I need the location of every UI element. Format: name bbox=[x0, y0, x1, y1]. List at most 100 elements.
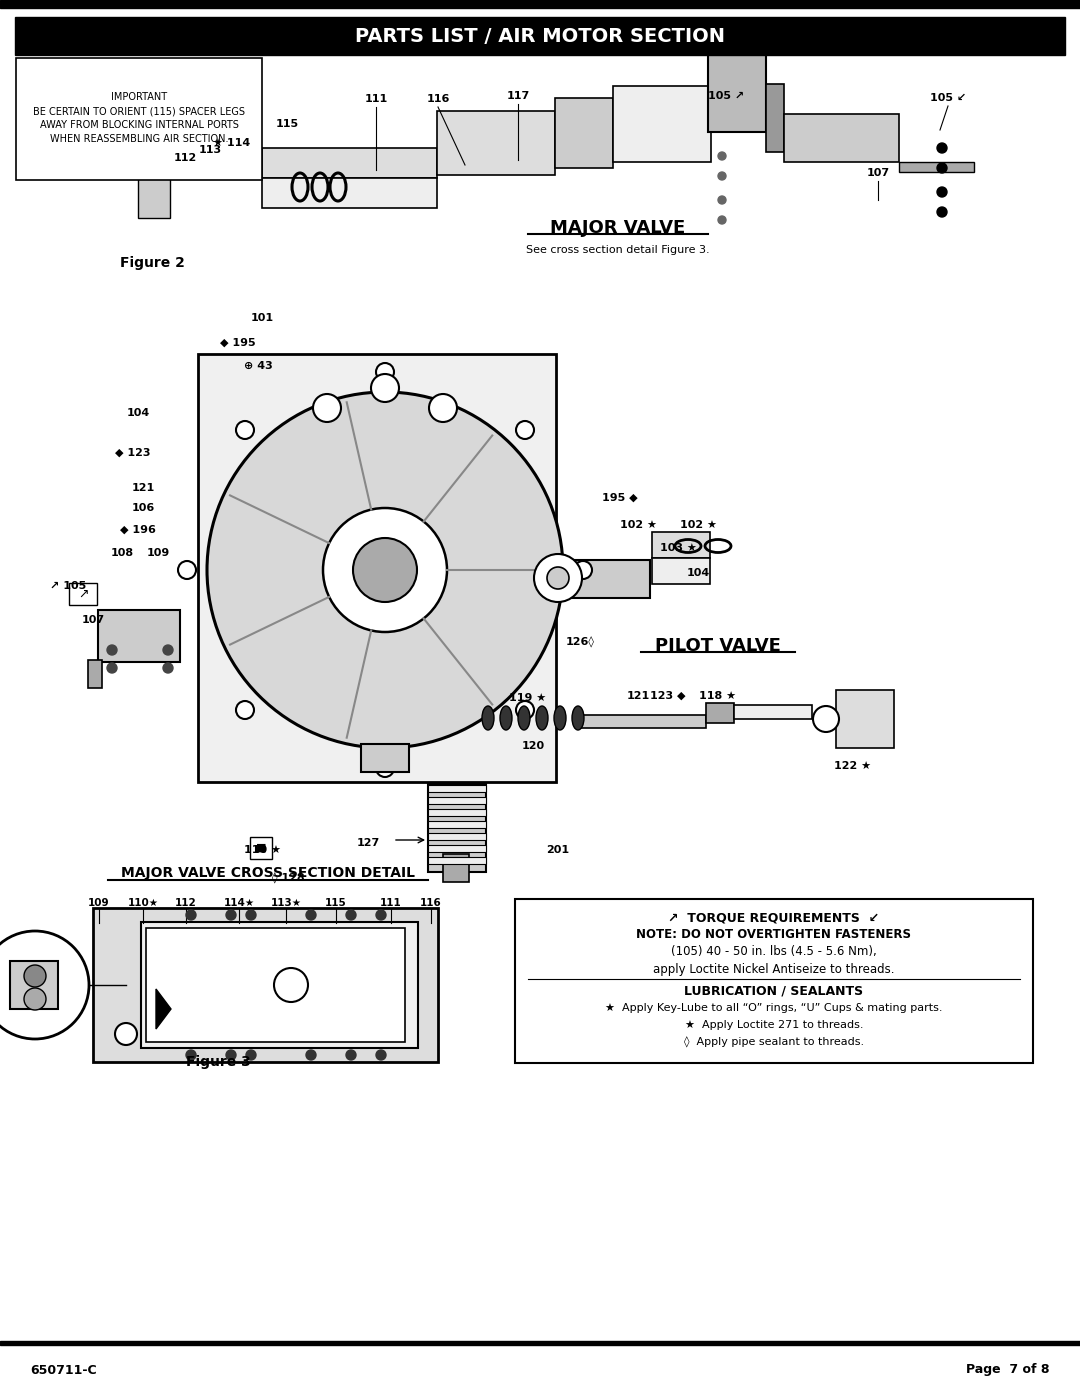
Text: NOTE: DO NOT OVERTIGHTEN FASTENERS: NOTE: DO NOT OVERTIGHTEN FASTENERS bbox=[636, 929, 912, 942]
Bar bbox=[578, 715, 706, 728]
Circle shape bbox=[353, 538, 417, 602]
Text: PILOT VALVE: PILOT VALVE bbox=[656, 637, 781, 655]
Text: 110★: 110★ bbox=[127, 898, 159, 908]
Text: ★ 114: ★ 114 bbox=[214, 138, 251, 148]
Text: ■: ■ bbox=[256, 842, 267, 854]
Text: 108: 108 bbox=[110, 548, 134, 557]
Circle shape bbox=[573, 562, 592, 578]
Circle shape bbox=[226, 909, 237, 921]
Bar bbox=[899, 162, 974, 172]
Text: Figure 3: Figure 3 bbox=[186, 1055, 251, 1069]
Bar bbox=[766, 84, 784, 152]
Text: 118 ★: 118 ★ bbox=[700, 692, 737, 701]
Circle shape bbox=[546, 567, 569, 590]
Bar bbox=[443, 854, 469, 882]
Text: 119 ★: 119 ★ bbox=[510, 693, 546, 703]
Bar bbox=[784, 115, 899, 162]
Circle shape bbox=[237, 420, 254, 439]
Text: 112: 112 bbox=[175, 898, 197, 908]
Text: 111: 111 bbox=[380, 898, 402, 908]
Circle shape bbox=[24, 988, 46, 1010]
Circle shape bbox=[516, 701, 534, 719]
Text: 104: 104 bbox=[126, 408, 150, 418]
Circle shape bbox=[246, 1051, 256, 1060]
Text: 106: 106 bbox=[132, 503, 154, 513]
Circle shape bbox=[323, 509, 447, 631]
Text: 107: 107 bbox=[81, 615, 105, 624]
Text: See cross section detail Figure 3.: See cross section detail Figure 3. bbox=[526, 244, 710, 256]
Polygon shape bbox=[156, 989, 171, 1030]
Bar bbox=[428, 784, 486, 872]
Bar bbox=[262, 148, 437, 177]
Ellipse shape bbox=[572, 705, 584, 731]
Bar bbox=[87, 659, 102, 687]
Text: Figure 2: Figure 2 bbox=[120, 256, 185, 270]
Ellipse shape bbox=[482, 705, 494, 731]
Text: 107: 107 bbox=[866, 168, 890, 177]
Text: IMPORTANT
BE CERTAIN TO ORIENT (115) SPACER LEGS
AWAY FROM BLOCKING INTERNAL POR: IMPORTANT BE CERTAIN TO ORIENT (115) SPA… bbox=[33, 92, 245, 144]
Text: LUBRICATION / SEALANTS: LUBRICATION / SEALANTS bbox=[685, 985, 864, 997]
Circle shape bbox=[718, 217, 726, 224]
Text: 102 ★: 102 ★ bbox=[620, 520, 657, 529]
Circle shape bbox=[346, 1051, 356, 1060]
Ellipse shape bbox=[500, 705, 512, 731]
Text: 117: 117 bbox=[507, 91, 529, 101]
Bar bbox=[428, 856, 486, 863]
Text: ★  Apply Loctite 271 to threads.: ★ Apply Loctite 271 to threads. bbox=[685, 1020, 863, 1030]
Text: Page  7 of 8: Page 7 of 8 bbox=[967, 1363, 1050, 1376]
Circle shape bbox=[226, 1051, 237, 1060]
Bar bbox=[262, 177, 437, 208]
Bar bbox=[734, 705, 812, 719]
Circle shape bbox=[186, 909, 195, 921]
Ellipse shape bbox=[554, 705, 566, 731]
Circle shape bbox=[107, 645, 117, 655]
Circle shape bbox=[718, 172, 726, 180]
Circle shape bbox=[186, 1051, 195, 1060]
Bar bbox=[428, 821, 486, 828]
Text: 109: 109 bbox=[147, 548, 170, 557]
FancyBboxPatch shape bbox=[249, 837, 272, 859]
Text: MAJOR VALVE: MAJOR VALVE bbox=[551, 219, 686, 237]
Text: MAJOR VALVE CROSS SECTION DETAIL: MAJOR VALVE CROSS SECTION DETAIL bbox=[121, 866, 415, 880]
Bar bbox=[428, 785, 486, 792]
Circle shape bbox=[376, 363, 394, 381]
Text: 122 ★: 122 ★ bbox=[835, 761, 872, 771]
Circle shape bbox=[516, 420, 534, 439]
Text: PARTS LIST / AIR MOTOR SECTION: PARTS LIST / AIR MOTOR SECTION bbox=[355, 27, 725, 46]
Text: 104: 104 bbox=[687, 569, 710, 578]
Text: 201: 201 bbox=[546, 845, 569, 855]
Bar bbox=[428, 845, 486, 852]
Text: 126◊: 126◊ bbox=[566, 636, 594, 648]
Bar bbox=[198, 353, 556, 782]
Bar bbox=[10, 961, 58, 1009]
Circle shape bbox=[274, 968, 308, 1002]
Text: (105) 40 - 50 in. lbs (4.5 - 5.6 Nm),: (105) 40 - 50 in. lbs (4.5 - 5.6 Nm), bbox=[671, 946, 877, 958]
Circle shape bbox=[306, 909, 316, 921]
Circle shape bbox=[429, 394, 457, 422]
Text: ★  Apply Key-Lube to all “O” rings, “U” Cups & mating parts.: ★ Apply Key-Lube to all “O” rings, “U” C… bbox=[605, 1003, 943, 1013]
Bar bbox=[146, 928, 405, 1042]
Bar bbox=[555, 98, 613, 168]
Circle shape bbox=[114, 1023, 137, 1045]
Text: 105 ↗: 105 ↗ bbox=[707, 91, 744, 101]
Text: 111: 111 bbox=[364, 94, 388, 103]
Bar bbox=[572, 560, 650, 598]
Text: 116: 116 bbox=[427, 94, 449, 103]
Circle shape bbox=[813, 705, 839, 732]
Text: 110 ★: 110 ★ bbox=[244, 845, 282, 855]
Text: 123 ◆: 123 ◆ bbox=[650, 692, 686, 701]
Bar bbox=[706, 703, 734, 724]
Circle shape bbox=[718, 152, 726, 161]
Circle shape bbox=[937, 142, 947, 154]
Circle shape bbox=[163, 645, 173, 655]
Circle shape bbox=[0, 930, 89, 1039]
Text: ◆ 123: ◆ 123 bbox=[116, 448, 151, 458]
Text: ↗ 105: ↗ 105 bbox=[50, 581, 86, 591]
Circle shape bbox=[376, 759, 394, 777]
Text: 102 ★: 102 ★ bbox=[679, 520, 716, 529]
Bar bbox=[613, 87, 711, 162]
Circle shape bbox=[306, 1051, 316, 1060]
Circle shape bbox=[376, 909, 386, 921]
Text: ↗  TORQUE REQUIREMENTS  ↙: ↗ TORQUE REQUIREMENTS ↙ bbox=[669, 911, 879, 925]
Text: ◆ 196: ◆ 196 bbox=[120, 525, 156, 535]
